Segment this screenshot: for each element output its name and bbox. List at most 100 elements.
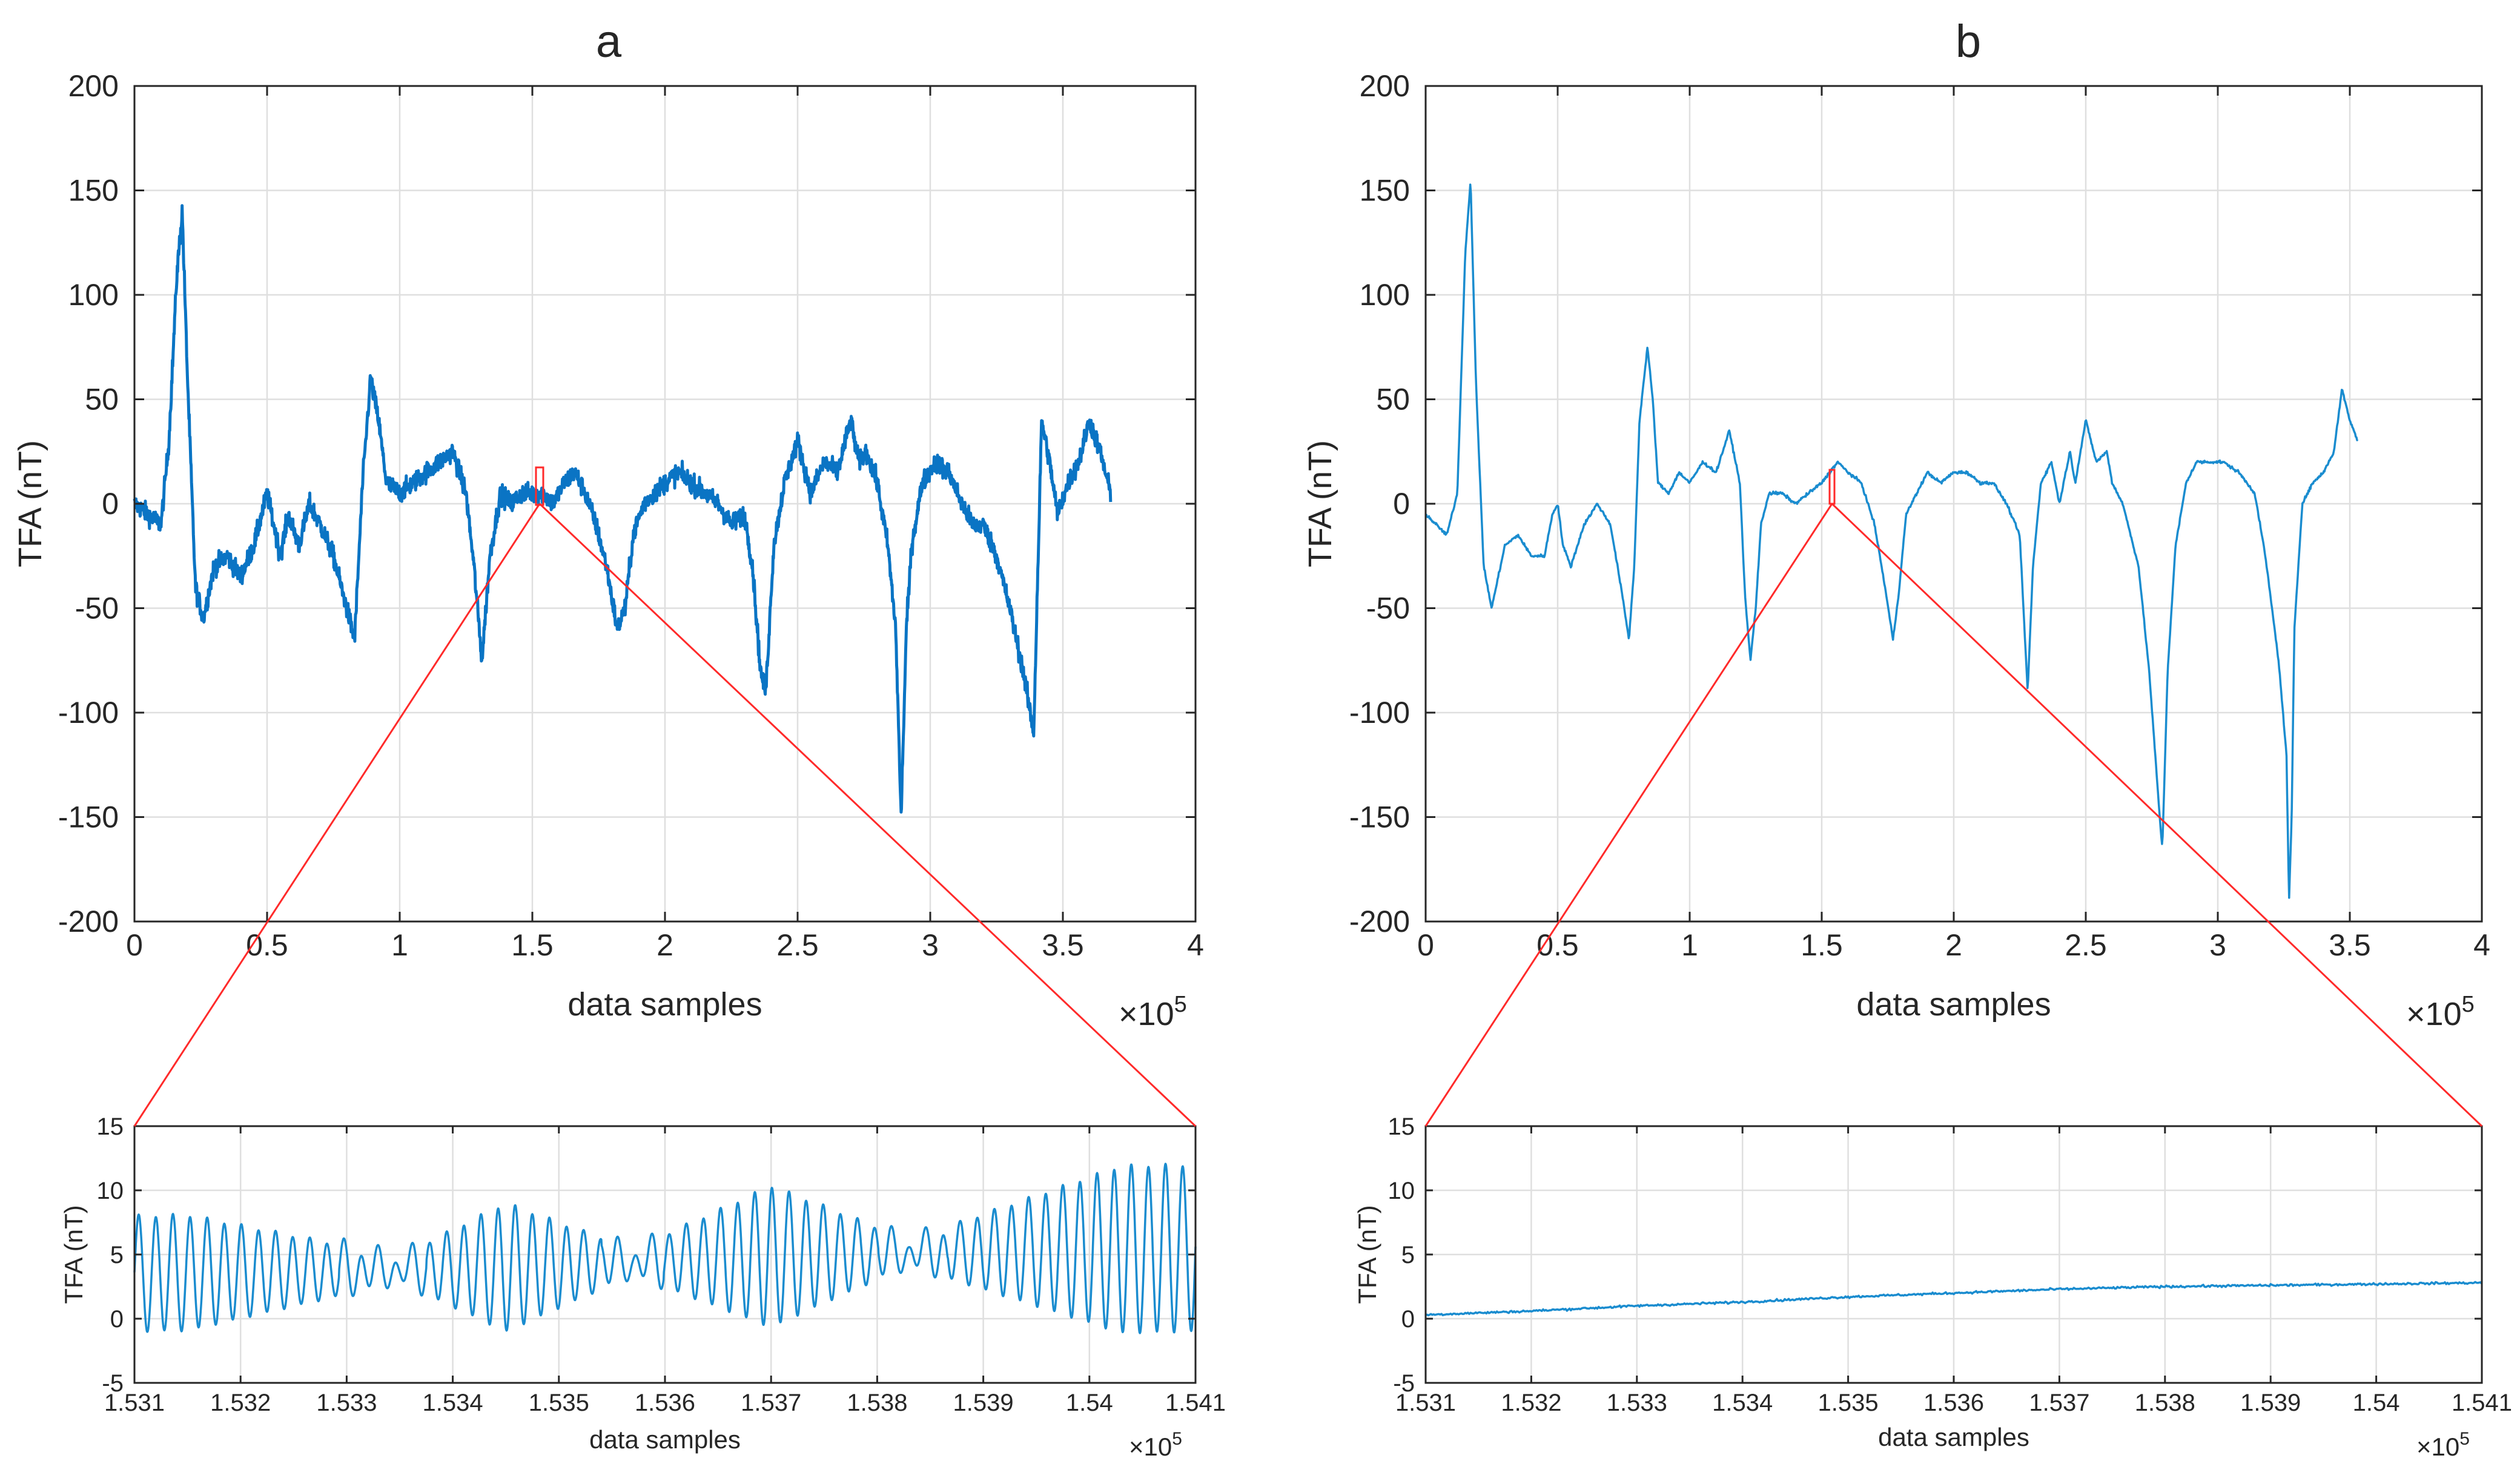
y-tick-label: 50 bbox=[85, 383, 119, 417]
x-tick-label: 2 bbox=[656, 928, 673, 962]
panel-b-title: b bbox=[1956, 16, 1981, 67]
y-tick-label: 100 bbox=[1360, 278, 1410, 312]
x-exponent-power: 5 bbox=[2462, 992, 2475, 1017]
x-exponent-label: ×105 bbox=[2416, 1429, 2470, 1461]
x-exponent-base: ×10 bbox=[2416, 1433, 2459, 1461]
y-tick-label: 10 bbox=[97, 1178, 124, 1204]
x-tick-label: 1.539 bbox=[2240, 1390, 2301, 1416]
x-axis-label: data samples bbox=[1878, 1423, 2029, 1451]
y-tick-label: -150 bbox=[58, 800, 119, 834]
y-tick-label: -50 bbox=[75, 592, 119, 625]
x-exponent-power: 5 bbox=[2459, 1429, 2470, 1449]
zoom-connector-right bbox=[1831, 503, 2483, 1127]
y-tick-label: 15 bbox=[1388, 1113, 1415, 1140]
y-tick-label: -100 bbox=[1349, 696, 1410, 730]
y-tick-label: 15 bbox=[97, 1113, 124, 1140]
series-line bbox=[1425, 183, 2359, 899]
y-tick-label: 5 bbox=[110, 1242, 124, 1268]
zoom-connector-left bbox=[1424, 503, 1833, 1127]
y-tick-label: 200 bbox=[68, 69, 119, 103]
x-exponent-power: 5 bbox=[1174, 992, 1187, 1017]
series-line bbox=[133, 204, 1113, 814]
y-tick-label: 200 bbox=[1360, 69, 1410, 103]
x-tick-label: 1.534 bbox=[423, 1390, 483, 1416]
x-tick-label: 1 bbox=[1681, 928, 1698, 962]
x-tick-label: 1.536 bbox=[1923, 1390, 1984, 1416]
x-tick-label: 2 bbox=[1945, 928, 1962, 962]
x-tick-label: 1.537 bbox=[2029, 1390, 2089, 1416]
x-exponent-label: ×105 bbox=[2406, 992, 2475, 1032]
x-axis-label: data samples bbox=[1856, 986, 2051, 1023]
x-tick-label: 1.531 bbox=[1395, 1390, 1456, 1416]
x-tick-label: 4 bbox=[2473, 928, 2490, 962]
zoom-connector-left bbox=[133, 503, 541, 1127]
x-tick-label: 1.531 bbox=[104, 1390, 165, 1416]
x-exponent-label: ×105 bbox=[1119, 992, 1187, 1032]
zoom-indicator-a bbox=[133, 466, 1197, 1127]
chart-b-main: 0 0.5 1 1.5 2 2.5 3 3.5 4-200-150-100-5005010015… bbox=[1302, 69, 2490, 1032]
y-axis-label: TFA (nT) bbox=[1353, 1205, 1381, 1304]
x-tick-label: 4 bbox=[1187, 928, 1204, 962]
zoom-region-marker bbox=[1828, 469, 1836, 505]
x-tick-label: 1.532 bbox=[210, 1390, 271, 1416]
x-tick-label: 1.5 bbox=[1801, 928, 1843, 962]
y-axis-label: TFA (nT) bbox=[1302, 440, 1338, 567]
x-tick-label: 1.533 bbox=[1607, 1390, 1667, 1416]
x-tick-label: 1.538 bbox=[2135, 1390, 2195, 1416]
x-tick-label: 1.535 bbox=[1818, 1390, 1879, 1416]
y-tick-label: -5 bbox=[102, 1370, 124, 1397]
y-axis-label: TFA (nT) bbox=[12, 440, 48, 567]
panel-a: a 0 0.5 1 1.5 2 2.5 3 3.5 4-200-150-100-50050100… bbox=[12, 16, 1226, 1461]
chart-a-zoom: 1.531 1.532 1.533 1.534 1.535 1.536 1.537 1.538… bbox=[59, 1113, 1226, 1461]
x-tick-label: 3 bbox=[922, 928, 939, 962]
x-tick-label: 0 bbox=[126, 928, 143, 962]
x-exponent-base: ×10 bbox=[1119, 996, 1174, 1032]
x-tick-label: 1.536 bbox=[635, 1390, 695, 1416]
x-tick-label: 3.5 bbox=[1042, 928, 1084, 962]
x-tick-label: 1.54 bbox=[1066, 1390, 1113, 1416]
y-tick-label: 0 bbox=[110, 1306, 124, 1333]
y-tick-label: 150 bbox=[68, 174, 119, 208]
panel-b: b 0 0.5 1 1.5 2 2.5 3 3.5 4-200-150-100-50050100… bbox=[1302, 16, 2512, 1461]
y-tick-label: -150 bbox=[1349, 800, 1410, 834]
x-tick-label: 1.541 bbox=[2452, 1390, 2512, 1416]
x-tick-label: 1.541 bbox=[1165, 1390, 1226, 1416]
y-tick-label: -50 bbox=[1366, 592, 1410, 625]
y-tick-label: 100 bbox=[68, 278, 119, 312]
y-axis-label: TFA (nT) bbox=[59, 1205, 88, 1304]
chart-b-zoom: 1.531 1.532 1.533 1.534 1.535 1.536 1.537 1.538… bbox=[1353, 1113, 2512, 1461]
y-tick-label: -200 bbox=[58, 905, 119, 938]
x-exponent-base: ×10 bbox=[2406, 996, 2462, 1032]
x-exponent-label: ×105 bbox=[1129, 1429, 1182, 1461]
x-tick-label: 1.532 bbox=[1501, 1390, 1561, 1416]
y-tick-label: 150 bbox=[1360, 174, 1410, 208]
x-tick-label: 1.54 bbox=[2353, 1390, 2400, 1416]
y-tick-label: 0 bbox=[1401, 1306, 1415, 1333]
x-tick-label: 3.5 bbox=[2329, 928, 2371, 962]
y-tick-label: 50 bbox=[1376, 383, 1410, 417]
x-tick-label: 2.5 bbox=[776, 928, 819, 962]
y-tick-label: 0 bbox=[1393, 487, 1410, 521]
x-tick-label: 1.539 bbox=[953, 1390, 1014, 1416]
x-exponent-power: 5 bbox=[1172, 1429, 1182, 1449]
zoom-indicator-b bbox=[1424, 469, 2483, 1127]
x-tick-label: 1 bbox=[391, 928, 408, 962]
chart-a-main: 0 0.5 1 1.5 2 2.5 3 3.5 4-200-150-100-5005010015… bbox=[12, 69, 1204, 1032]
x-tick-label: 2.5 bbox=[2065, 928, 2107, 962]
series-line bbox=[133, 1162, 1197, 1334]
y-tick-label: -200 bbox=[1349, 905, 1410, 938]
panel-a-title: a bbox=[596, 16, 622, 67]
x-tick-label: 0 bbox=[1417, 928, 1434, 962]
series-line bbox=[1425, 1281, 2483, 1317]
x-axis-label: data samples bbox=[589, 1425, 741, 1454]
y-tick-label: 10 bbox=[1388, 1178, 1415, 1204]
y-tick-label: -5 bbox=[1393, 1370, 1415, 1397]
x-tick-label: 1.534 bbox=[1712, 1390, 1773, 1416]
y-tick-label: -100 bbox=[58, 696, 119, 730]
y-tick-label: 5 bbox=[1401, 1242, 1415, 1268]
zoom-connector-right bbox=[538, 503, 1197, 1127]
x-axis-label: data samples bbox=[567, 986, 762, 1023]
x-tick-label: 1.533 bbox=[316, 1390, 377, 1416]
x-tick-label: 3 bbox=[2209, 928, 2226, 962]
